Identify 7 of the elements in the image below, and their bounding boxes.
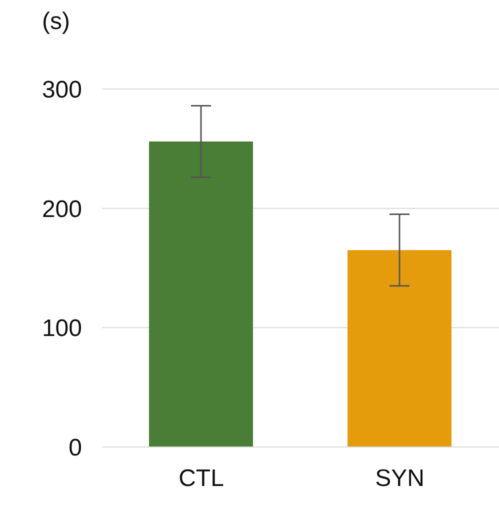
y-tick-label: 300	[42, 76, 82, 104]
y-axis-title: (s)	[42, 8, 70, 36]
y-tick-label: 200	[42, 196, 82, 223]
y-tick-label: 100	[42, 315, 82, 342]
x-tick-label: CTL	[178, 465, 224, 492]
y-tick-label: 0	[68, 434, 82, 462]
x-tick-label: SYN	[375, 465, 424, 492]
